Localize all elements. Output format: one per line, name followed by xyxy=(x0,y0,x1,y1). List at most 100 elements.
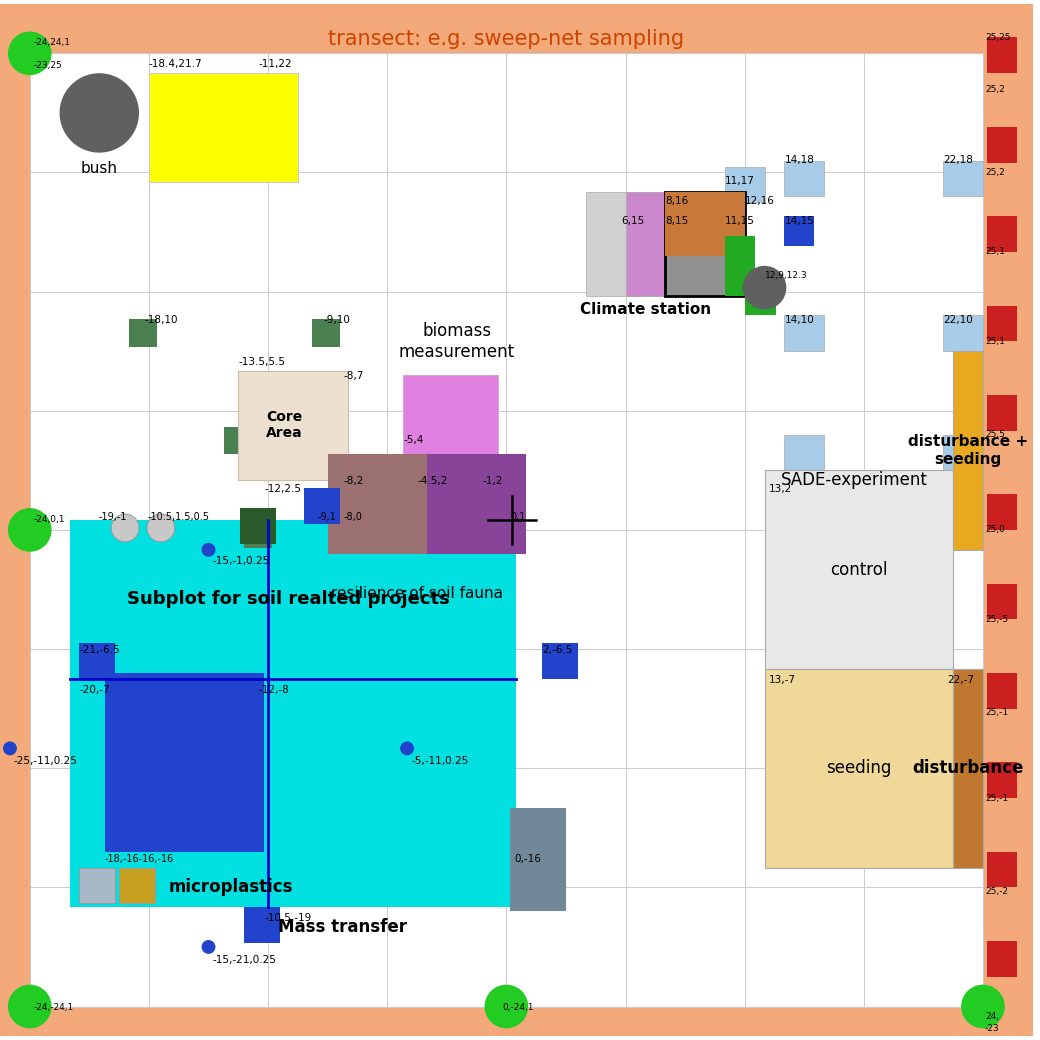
Bar xyxy=(987,941,1017,977)
Text: 13,2: 13,2 xyxy=(769,485,791,494)
Text: seeding: seeding xyxy=(826,759,891,777)
Text: 22,-7: 22,-7 xyxy=(947,675,974,685)
Bar xyxy=(987,673,1017,708)
Text: 22,10: 22,10 xyxy=(943,315,973,326)
Circle shape xyxy=(3,742,17,755)
Text: 8,15: 8,15 xyxy=(666,216,688,226)
Text: 25,-1: 25,-1 xyxy=(985,794,1008,803)
Bar xyxy=(784,435,824,470)
Text: -24,0,1: -24,0,1 xyxy=(33,515,66,524)
Bar xyxy=(225,426,252,454)
Circle shape xyxy=(202,543,215,556)
Text: Mass transfer: Mass transfer xyxy=(278,918,407,936)
Circle shape xyxy=(961,985,1005,1029)
Bar xyxy=(764,669,953,867)
Bar xyxy=(129,319,157,347)
Bar xyxy=(149,73,297,182)
Bar xyxy=(725,236,755,295)
Circle shape xyxy=(147,514,175,542)
Text: -1,2: -1,2 xyxy=(483,476,503,487)
Bar xyxy=(943,160,983,197)
Text: 25,1: 25,1 xyxy=(985,248,1005,257)
Bar xyxy=(79,643,115,679)
Bar xyxy=(404,375,498,490)
Circle shape xyxy=(743,266,786,310)
Text: -12,-8: -12,-8 xyxy=(258,684,289,695)
Text: SADE-experiment: SADE-experiment xyxy=(780,471,928,489)
Text: 14,15: 14,15 xyxy=(784,216,814,226)
Text: -24,24,1: -24,24,1 xyxy=(33,38,71,48)
Circle shape xyxy=(111,514,139,542)
Circle shape xyxy=(8,509,52,552)
Text: -18.4,21.7: -18.4,21.7 xyxy=(149,59,203,70)
Text: Climate station: Climate station xyxy=(580,302,711,316)
Bar xyxy=(312,319,340,347)
Text: biomass
measurement: biomass measurement xyxy=(398,322,515,361)
Text: control: control xyxy=(830,561,887,578)
Bar xyxy=(427,454,526,553)
Bar xyxy=(244,520,272,548)
Bar xyxy=(725,166,764,203)
Text: 12,9,12.3: 12,9,12.3 xyxy=(764,270,807,280)
Text: 6,15: 6,15 xyxy=(622,216,645,226)
Text: -9,10: -9,10 xyxy=(323,315,350,326)
Bar xyxy=(987,583,1017,619)
Bar xyxy=(784,315,824,352)
Text: 25,-1: 25,-1 xyxy=(985,708,1008,718)
Bar xyxy=(987,762,1017,798)
Text: Core
Area: Core Area xyxy=(265,410,303,440)
Text: -11,22: -11,22 xyxy=(258,59,292,70)
Bar xyxy=(240,509,276,544)
Bar xyxy=(70,520,516,907)
Text: 22,18: 22,18 xyxy=(943,155,973,164)
Bar xyxy=(764,470,953,669)
Bar xyxy=(625,192,705,295)
Text: -25,-11,0.25: -25,-11,0.25 xyxy=(14,756,78,766)
Text: -8,7: -8,7 xyxy=(343,371,364,381)
Bar xyxy=(784,216,814,246)
Bar xyxy=(943,315,983,352)
Bar xyxy=(105,673,264,852)
Text: resilience of soil fauna: resilience of soil fauna xyxy=(331,586,503,600)
Text: -18,-16-16,-16: -18,-16-16,-16 xyxy=(104,854,174,863)
Text: 24,: 24, xyxy=(985,1013,999,1021)
Bar xyxy=(79,867,115,904)
Text: transect: e.g. sweep-net sampling: transect: e.g. sweep-net sampling xyxy=(329,29,684,50)
Bar xyxy=(666,192,745,256)
Text: -19,-1: -19,-1 xyxy=(99,512,128,522)
Bar xyxy=(244,907,280,943)
Bar xyxy=(666,192,745,295)
Text: -15,-1,0.25: -15,-1,0.25 xyxy=(212,555,269,566)
Text: Subplot for soil realted projects: Subplot for soil realted projects xyxy=(127,591,449,608)
Bar xyxy=(953,669,983,867)
Text: 25,5: 25,5 xyxy=(985,431,1005,439)
Text: -24,-24,1: -24,-24,1 xyxy=(33,1003,74,1012)
Bar xyxy=(542,643,578,679)
Text: 25,0: 25,0 xyxy=(985,525,1005,535)
Bar xyxy=(328,454,427,553)
Text: 2,-6.5: 2,-6.5 xyxy=(542,645,572,655)
Text: -23,25: -23,25 xyxy=(33,61,62,71)
Text: -5,4: -5,4 xyxy=(404,435,423,444)
Text: 14,10: 14,10 xyxy=(784,315,814,326)
Text: 25,2: 25,2 xyxy=(985,84,1005,94)
Text: -8,0: -8,0 xyxy=(343,512,362,522)
Circle shape xyxy=(59,73,139,153)
Bar xyxy=(745,276,777,315)
Bar xyxy=(987,37,1017,73)
Text: 25,2: 25,2 xyxy=(985,168,1005,177)
Text: -18,10: -18,10 xyxy=(145,315,179,326)
Text: 0,1: 0,1 xyxy=(511,512,525,522)
Text: microplastics: microplastics xyxy=(168,879,293,896)
Bar xyxy=(511,808,566,911)
Bar xyxy=(987,494,1017,530)
Circle shape xyxy=(485,985,528,1029)
Text: 11,17: 11,17 xyxy=(725,177,755,186)
Text: 11,15: 11,15 xyxy=(725,216,755,226)
Text: disturbance: disturbance xyxy=(912,759,1023,777)
Text: 25,25: 25,25 xyxy=(985,33,1011,42)
Text: 12,16: 12,16 xyxy=(745,197,775,206)
Text: 14,18: 14,18 xyxy=(784,155,814,164)
Text: bush: bush xyxy=(81,160,118,176)
Bar xyxy=(784,160,824,197)
